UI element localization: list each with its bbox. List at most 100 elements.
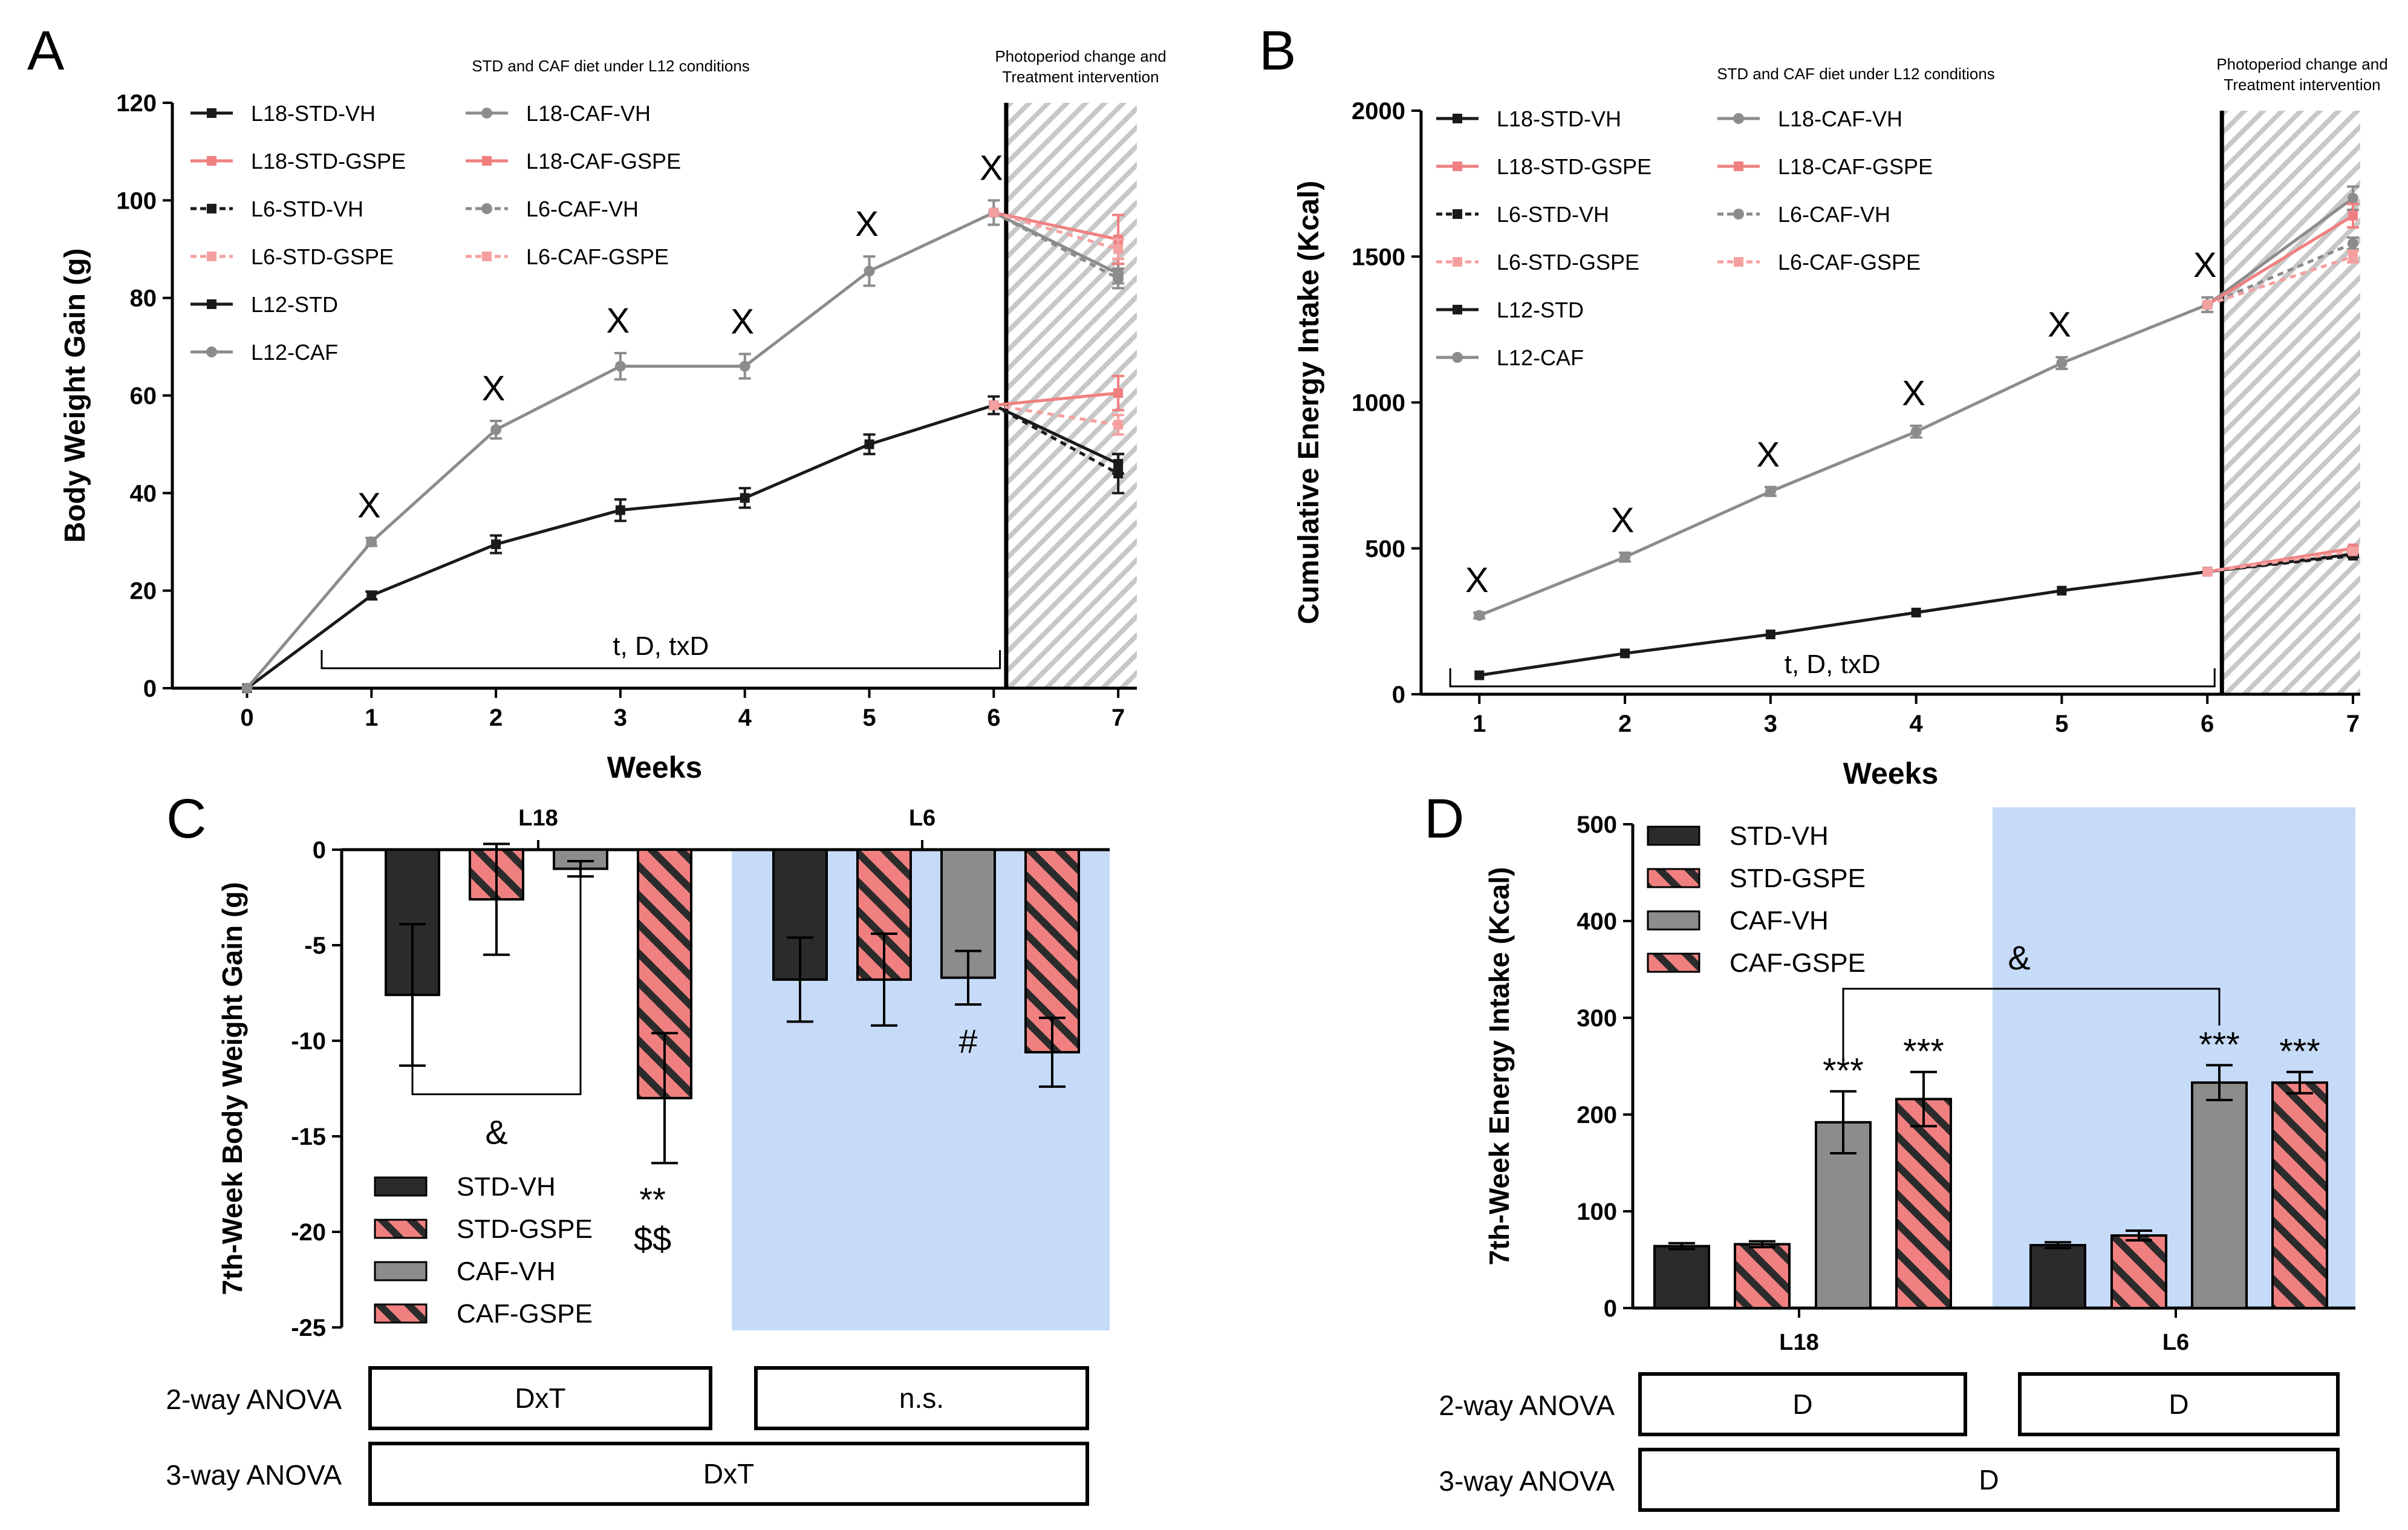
panel-letter: A	[27, 20, 65, 82]
chart-title: STD and CAF diet under L12 conditions	[1717, 65, 1995, 83]
legend-label: L18-STD-GSPE	[251, 149, 406, 174]
data-point	[1765, 630, 1775, 640]
legend-label: L12-CAF	[251, 340, 338, 365]
legend-swatch-marker	[482, 252, 492, 261]
y-tick-label: 0	[1392, 682, 1405, 708]
legend-swatch	[1647, 910, 1700, 931]
y-tick-label: 0	[313, 837, 326, 864]
legend-label: CAF-VH	[457, 1257, 556, 1286]
data-point	[491, 539, 501, 550]
group-label: L6	[909, 806, 936, 831]
y-tick-label: 400	[1577, 908, 1617, 935]
x-tick-label: 5	[2055, 711, 2068, 737]
legend-swatch-marker	[206, 347, 217, 357]
data-point	[490, 424, 502, 435]
comparison-bracket	[1842, 988, 2221, 1064]
triple-star-mark: ***	[2279, 1032, 2320, 1072]
data-point	[2347, 238, 2358, 249]
legend-label: L6-CAF-GSPE	[1778, 250, 1921, 275]
legend-swatch-marker	[207, 252, 216, 261]
data-point	[989, 400, 999, 411]
x-tick-label: 6	[987, 705, 1000, 731]
legend-label: L6-CAF-VH	[1778, 202, 1890, 227]
sig-mark: X	[855, 204, 879, 244]
anova-box	[1638, 1448, 2340, 1512]
x-tick-label: 0	[240, 705, 253, 731]
data-point	[2202, 299, 2213, 310]
anova-result: DxT	[515, 1382, 565, 1414]
sig-mark: X	[607, 301, 630, 340]
y-tick-label: 0	[143, 675, 157, 702]
y-tick-label: -20	[291, 1219, 326, 1246]
x-axis-label: Weeks	[607, 750, 703, 784]
series-line	[993, 211, 1119, 241]
triple-star-mark: ***	[1823, 1052, 1864, 1091]
x-tick-label: 3	[1764, 711, 1777, 737]
y-tick-label: 1500	[1352, 244, 1405, 270]
y-tick-label: 100	[1577, 1199, 1617, 1225]
legend-swatch	[1647, 825, 1700, 846]
y-tick-label: 0	[1604, 1295, 1617, 1322]
bar	[2191, 1081, 2248, 1309]
legend-label: L6-STD-VH	[1497, 202, 1609, 227]
data-point	[2348, 546, 2358, 556]
anova-result: DxT	[703, 1458, 754, 1489]
bar	[2110, 1234, 2167, 1309]
series-line	[2206, 214, 2354, 306]
data-point	[2348, 252, 2358, 262]
y-tick-label: 200	[1577, 1102, 1617, 1128]
y-tick-label: 1000	[1352, 390, 1405, 417]
legend-swatch-marker	[1452, 352, 1463, 363]
sig-mark: X	[731, 302, 754, 341]
group-label: L18	[1779, 1330, 1818, 1355]
data-point	[2057, 585, 2067, 596]
anova-result: D	[2169, 1388, 2188, 1420]
data-point	[1619, 552, 1631, 563]
x-tick-label: 5	[862, 705, 876, 731]
panel-a: A 0 20 40 60 80 100 120 0 1 2 3 4 5 6 7 Weeks Body Weight…	[27, 20, 1167, 784]
series-line	[994, 391, 1119, 407]
series-line	[2207, 242, 2354, 307]
y-tick-label: 40	[130, 480, 157, 507]
data-point	[1474, 670, 1485, 680]
x-tick-label: 1	[365, 705, 378, 731]
data-point	[366, 536, 377, 547]
bar	[2271, 1081, 2328, 1309]
sig-mark: X	[980, 148, 1003, 187]
x-axis-label: Weeks	[1843, 757, 1939, 790]
data-point	[740, 493, 750, 503]
bar	[1653, 1245, 1710, 1310]
series-line	[2207, 550, 2354, 573]
side-note-line-2: Treatment intervention	[1002, 68, 1159, 86]
legend-swatch	[374, 1303, 428, 1324]
legend-swatch-marker	[1734, 257, 1743, 267]
legend-swatch-marker	[482, 156, 492, 166]
stats-bracket	[1449, 668, 2216, 688]
legend-label: L18-CAF-GSPE	[526, 149, 681, 174]
anova-result: D	[1792, 1388, 1812, 1420]
data-point	[615, 505, 625, 515]
y-tick-label: 80	[130, 285, 157, 312]
data-point	[864, 265, 875, 277]
data-point	[864, 439, 874, 449]
legend-label: L18-CAF-GSPE	[1778, 154, 1933, 179]
series-line	[1479, 303, 2208, 617]
data-point	[1113, 388, 1124, 398]
anova-box	[1638, 1372, 1967, 1436]
y-tick-label: 120	[116, 90, 157, 117]
x-tick-label: 4	[738, 705, 752, 731]
legend-label: STD-VH	[457, 1172, 556, 1202]
y-tick-label: 300	[1577, 1005, 1617, 1032]
legend-swatch-marker	[207, 299, 216, 309]
data-point	[2347, 192, 2358, 204]
legend-label: STD-GSPE	[1730, 864, 1866, 893]
sig-mark: X	[482, 369, 506, 408]
y-axis-label: 7th-Week Energy Intake (Kcal)	[1483, 867, 1515, 1266]
sig-mark: X	[1902, 374, 1925, 413]
panel-letter: D	[1424, 788, 1464, 850]
anova-3way-label: 3-way ANOVA	[166, 1459, 342, 1491]
y-axis-label: Cumulative Energy Intake (Kcal)	[1293, 181, 1325, 625]
x-tick-label: 2	[1618, 711, 1632, 737]
legend-swatch-marker	[481, 108, 492, 119]
